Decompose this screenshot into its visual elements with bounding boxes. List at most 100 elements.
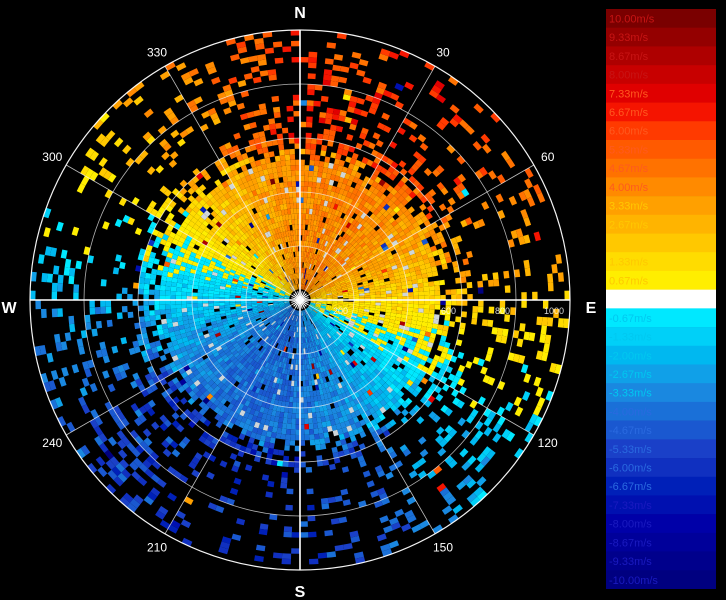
velocity-cell: [492, 272, 499, 280]
velocity-cell: [390, 261, 397, 267]
velocity-cell: [360, 180, 368, 188]
velocity-cell: [321, 194, 327, 201]
velocity-cell: [326, 235, 331, 242]
velocity-cell: [414, 265, 421, 272]
velocity-cell: [420, 215, 429, 223]
velocity-cell: [402, 117, 412, 126]
velocity-cell: [316, 199, 322, 205]
velocity-cell: [355, 275, 361, 280]
velocity-cell: [381, 112, 390, 121]
velocity-cell: [454, 248, 461, 256]
velocity-cell: [321, 296, 327, 298]
velocity-cell: [316, 267, 320, 273]
velocity-cell: [424, 61, 435, 71]
velocity-cell: [372, 209, 380, 216]
velocity-cell: [400, 234, 408, 241]
velocity-cell: [310, 301, 317, 303]
velocity-cell: [397, 303, 403, 308]
velocity-cell: [377, 221, 385, 228]
velocity-cell: [51, 308, 58, 318]
velocity-cell: [326, 190, 332, 197]
velocity-cell: [304, 285, 308, 291]
velocity-cell: [51, 282, 58, 292]
velocity-cell: [413, 247, 421, 254]
velocity-cell: [143, 108, 154, 118]
velocity-cell: [386, 199, 394, 207]
velocity-cell: [333, 54, 344, 61]
velocity-cell: [380, 242, 387, 249]
velocity-cell: [186, 307, 193, 312]
velocity-cell: [385, 306, 392, 310]
velocity-cell: [165, 290, 171, 296]
velocity-cell: [309, 292, 315, 296]
velocity-cell: [366, 480, 375, 488]
velocity-cell: [231, 533, 242, 541]
velocity-cell: [301, 278, 303, 284]
velocity-cell: [412, 179, 421, 188]
velocity-cell: [330, 202, 336, 209]
velocity-cell: [180, 519, 192, 529]
velocity-cell: [336, 274, 343, 279]
velocity-cell: [385, 284, 391, 288]
velocity-cell: [318, 166, 324, 173]
velocity-cell: [321, 257, 326, 264]
velocity-cell: [149, 279, 156, 285]
velocity-cell: [376, 190, 384, 198]
velocity-cell: [320, 244, 325, 251]
velocity-cell: [325, 223, 331, 230]
velocity-cell: [524, 267, 531, 277]
velocity-cell: [400, 175, 409, 184]
velocity-cell: [319, 227, 324, 234]
velocity-cell: [407, 303, 414, 308]
velocity-cell: [359, 302, 365, 305]
velocity-cell: [459, 270, 466, 278]
velocity-cell: [320, 199, 325, 206]
velocity-cell: [314, 266, 318, 272]
velocity-cell: [352, 188, 359, 196]
velocity-cell: [394, 101, 404, 110]
velocity-cell: [376, 533, 387, 542]
velocity-cell: [316, 301, 322, 303]
velocity-cell: [360, 206, 367, 213]
velocity-cell: [307, 186, 312, 193]
velocity-cell: [307, 263, 311, 269]
velocity-cell: [375, 267, 382, 273]
velocity-cell: [336, 181, 343, 189]
velocity-cell: [300, 181, 305, 187]
velocity-cell: [337, 291, 343, 294]
velocity-cell: [244, 464, 253, 472]
velocity-cell: [373, 251, 380, 257]
velocity-cell: [344, 256, 350, 262]
velocity-cell: [522, 391, 531, 401]
velocity-cell: [391, 220, 398, 227]
velocity-cell: [382, 245, 389, 252]
velocity-cell: [437, 324, 444, 331]
velocity-cell: [455, 235, 463, 243]
velocity-cell: [334, 175, 340, 182]
velocity-cell: [380, 48, 391, 57]
velocity-cell: [202, 293, 209, 297]
velocity-cell: [213, 291, 220, 295]
velocity-cell: [236, 518, 246, 526]
velocity-cell: [501, 150, 511, 162]
velocity-cell: [356, 280, 363, 284]
velocity-cell: [320, 257, 325, 263]
velocity-cell: [320, 289, 326, 293]
velocity-cell: [332, 64, 342, 72]
velocity-cell: [425, 247, 432, 254]
velocity-cell: [176, 287, 182, 292]
velocity-cell: [323, 223, 328, 229]
velocity-cell: [351, 219, 358, 226]
velocity-cell: [341, 149, 349, 157]
velocity-cell: [305, 213, 309, 220]
velocity-cell: [143, 289, 150, 295]
velocity-cell: [328, 236, 333, 243]
velocity-cell: [452, 504, 463, 515]
velocity-cell: [346, 285, 353, 289]
velocity-cell: [304, 268, 307, 274]
velocity-cell: [291, 413, 296, 419]
velocity-cell: [401, 281, 407, 286]
velocity-cell: [343, 247, 349, 254]
velocity-cell: [445, 256, 452, 264]
velocity-cell: [102, 370, 110, 379]
